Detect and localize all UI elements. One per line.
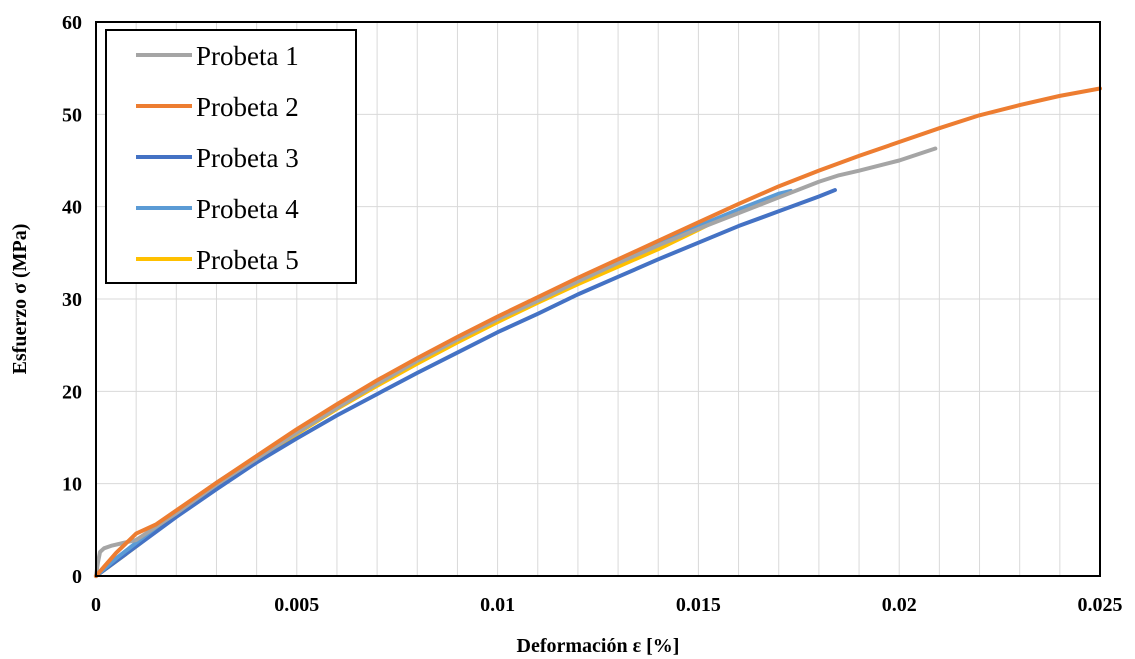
y-axis-title: Esfuerzo σ (MPa) bbox=[9, 224, 31, 375]
legend-label: Probeta 3 bbox=[196, 143, 299, 173]
x-axis-tick-labels: 0 0.005 0.01 0.015 0.02 0.025 bbox=[91, 594, 1123, 616]
legend-label: Probeta 2 bbox=[196, 92, 299, 122]
legend-label: Probeta 5 bbox=[196, 245, 299, 275]
y-tick-label: 0 bbox=[72, 566, 82, 588]
series-lines bbox=[94, 86, 1102, 578]
series-line-probeta-2 bbox=[94, 86, 1102, 578]
legend: Probeta 1 Probeta 2 Probeta 3 Probeta 4 Prob… bbox=[105, 29, 357, 284]
plot-area-border bbox=[95, 21, 1101, 577]
y-tick-label: 50 bbox=[62, 104, 82, 126]
x-tick-label: 0.005 bbox=[274, 594, 319, 616]
x-axis-title: Deformación ε [%] bbox=[517, 635, 680, 657]
x-tick-label: 0.015 bbox=[676, 594, 721, 616]
x-tick-label: 0.01 bbox=[480, 594, 515, 616]
legend-items: Probeta 1 Probeta 2 Probeta 3 Probeta 4 Prob… bbox=[136, 41, 299, 275]
series-line-probeta-1 bbox=[94, 146, 938, 578]
x-tick-label: 0.02 bbox=[882, 594, 917, 616]
x-tick-label: 0 bbox=[91, 594, 101, 616]
y-axis-tick-labels: 0 10 20 30 40 50 60 bbox=[62, 12, 82, 588]
y-tick-label: 60 bbox=[62, 12, 82, 34]
legend-label: Probeta 1 bbox=[196, 41, 299, 71]
x-tick-label: 0.025 bbox=[1078, 594, 1123, 616]
legend-label: Probeta 4 bbox=[196, 194, 299, 224]
y-tick-label: 10 bbox=[62, 474, 82, 496]
y-tick-label: 30 bbox=[62, 289, 82, 311]
y-tick-label: 40 bbox=[62, 197, 82, 219]
y-tick-label: 20 bbox=[62, 381, 82, 403]
series-line-probeta-3 bbox=[94, 188, 837, 578]
